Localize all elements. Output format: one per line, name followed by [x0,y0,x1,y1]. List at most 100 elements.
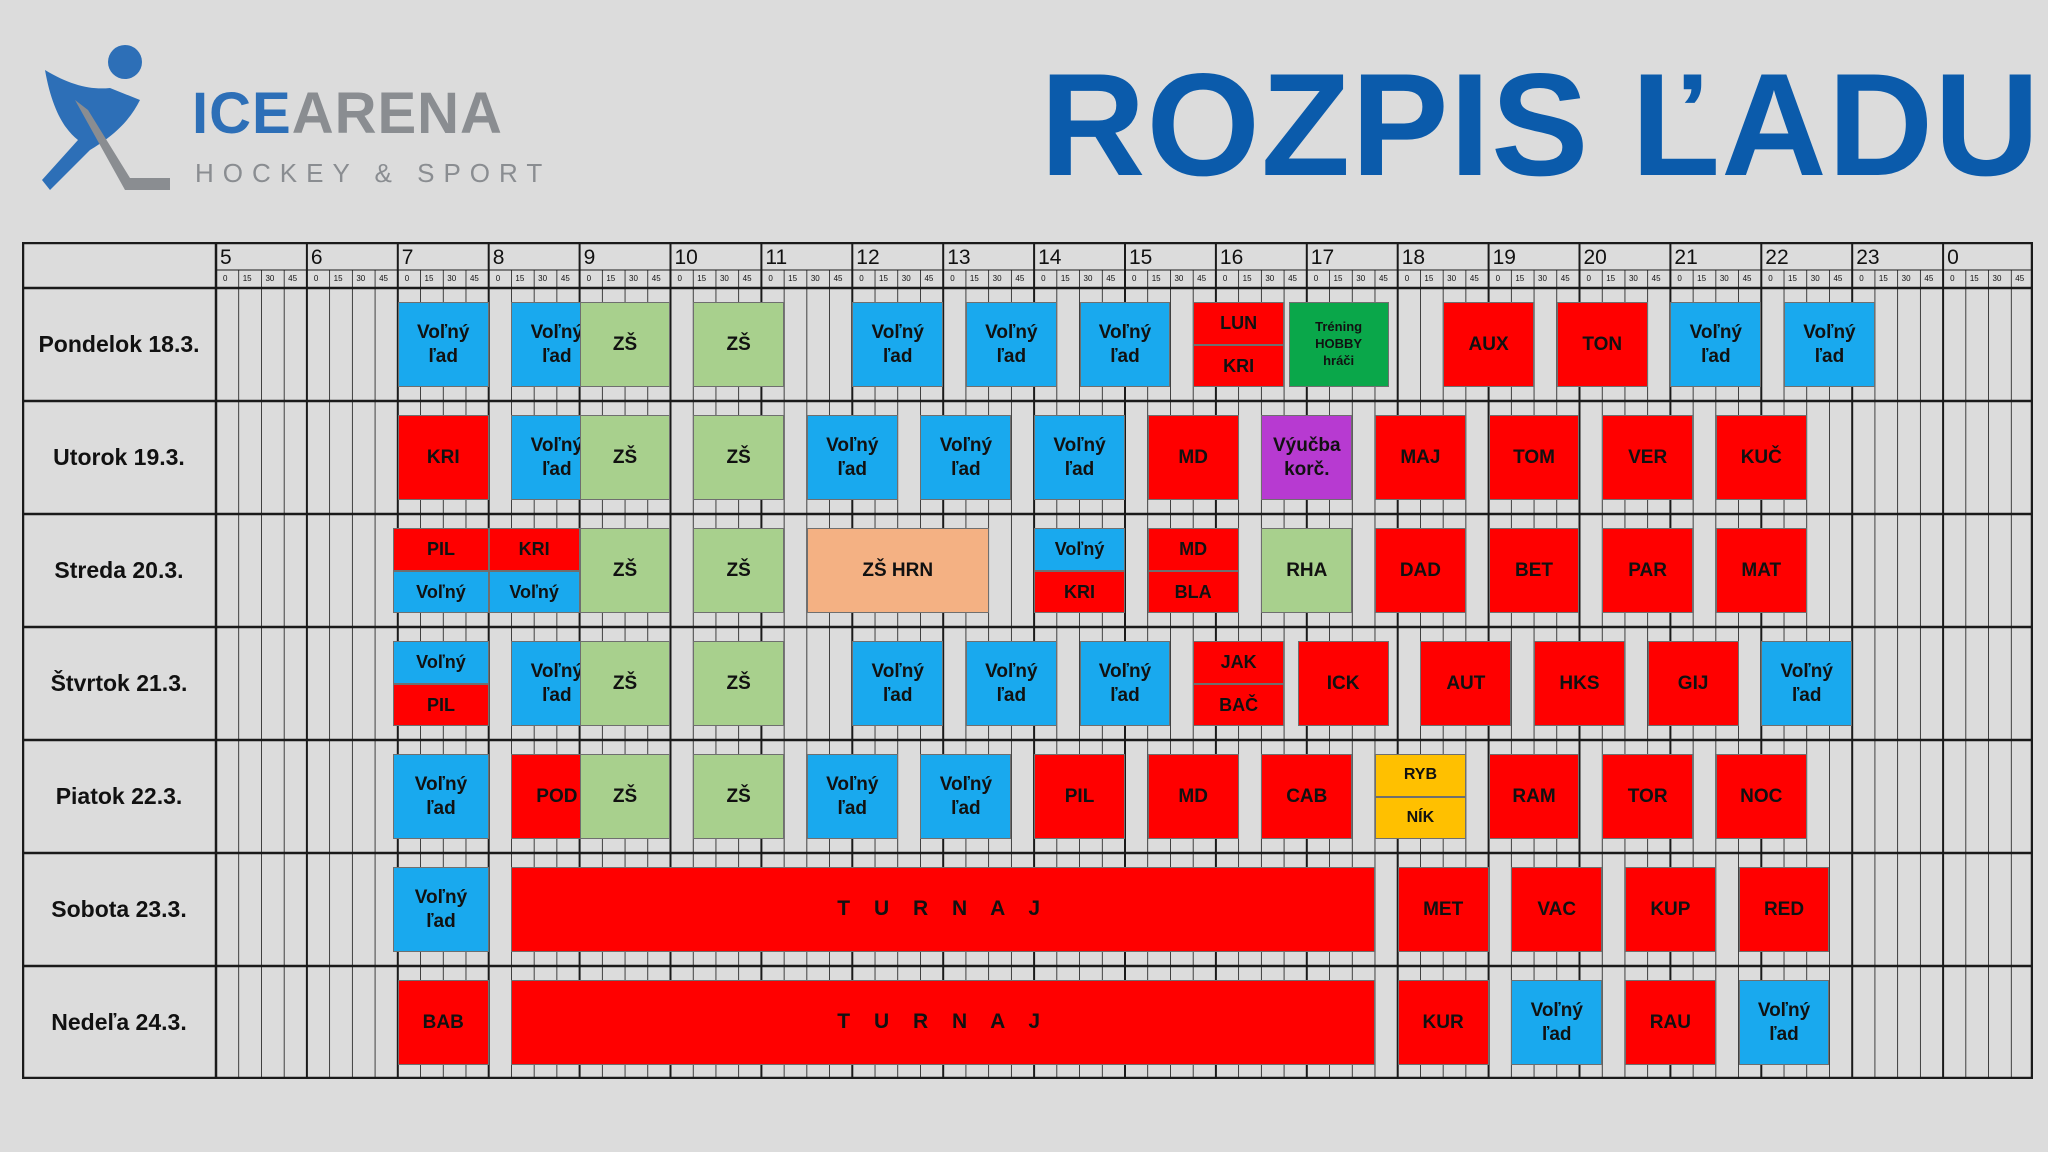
quarter-label: 0 [1859,274,1864,283]
quarter-label: 30 [1356,274,1366,283]
quarter-label: 30 [1265,274,1275,283]
schedule-block: Voľný ľad [1034,415,1125,500]
quarter-label: 45 [1288,274,1297,283]
schedule-block: TOR [1602,754,1694,839]
hour-label: 16 [1219,246,1244,269]
quarter-label: 0 [1950,274,1955,283]
hour-label: 19 [1492,246,1516,269]
schedule-block: PIL [1034,754,1125,839]
quarter-label: 15 [1788,274,1797,283]
day-label: Sobota 23.3. [51,895,187,922]
quarter-label: 15 [1606,274,1616,283]
quarter-label: 45 [379,274,388,283]
quarter-label: 15 [333,274,343,283]
schedule-block: Voľný ľad [965,302,1057,387]
day-label: Streda 20.3. [54,556,184,583]
day-label: Pondelok 18.3. [38,330,200,357]
schedule-block: Výučba korč. [1261,415,1353,500]
quarter-label: 45 [1560,274,1570,283]
quarter-label: 0 [1586,274,1591,283]
schedule-block: Voľný ľad [920,754,1012,839]
hour-label: 6 [310,246,323,269]
quarter-label: 45 [651,274,661,283]
schedule-block: Voľný [488,570,580,613]
schedule-block: NÍK [1374,796,1466,839]
quarter-label: 30 [1810,274,1820,283]
quarter-label: 15 [1242,274,1252,283]
quarter-label: 0 [313,274,319,283]
schedule-block: KUR [1397,980,1489,1065]
schedule-block: T U R N A J [511,867,1375,952]
quarter-label: 45 [833,274,843,283]
schedule-block: Voľný ľad [852,302,944,387]
schedule-block: LUN [1193,302,1285,345]
schedule-block: PAR [1602,528,1694,613]
schedule-block: Voľný ľad [965,641,1057,726]
schedule-block: GIJ [1647,641,1739,726]
schedule-block: HKS [1534,641,1625,726]
schedule-block: PIL [393,683,489,726]
quarter-label: 15 [879,274,888,283]
schedule-block: AUT [1420,641,1512,726]
schedule-block: VER [1602,415,1694,500]
hour-label: 13 [947,246,971,269]
schedule-block: BET [1488,528,1580,613]
schedule-block: Voľný ľad [1670,302,1762,387]
quarter-label: 0 [1132,274,1137,283]
schedule-block: Voľný ľad [1738,980,1830,1065]
page-title: ROZPIS ĽADU [1040,43,2041,206]
day-label: Utorok 19.3. [53,443,185,470]
schedule-block: ZŠ [579,528,671,613]
schedule-block: BAB [397,980,489,1065]
quarter-label: 0 [1313,274,1319,283]
day-label: Nedeľa 24.3. [51,1008,187,1035]
hour-label: 20 [1583,246,1607,269]
quarter-label: 45 [1106,274,1116,283]
schedule-block: Voľný ľad [1511,980,1603,1065]
quarter-label: 0 [223,274,228,283]
schedule-block: Voľný ľad [1784,302,1875,387]
schedule-block: KRI [488,528,580,571]
schedule-block: PIL [393,528,489,571]
schedule-block: CAB [1261,754,1353,839]
schedule-block: ZŠ HRN [806,528,989,613]
quarter-label: 45 [1197,274,1207,283]
schedule-block: KRI [1034,570,1125,613]
hour-label: 5 [220,246,232,269]
hour-label: 9 [583,246,596,269]
schedule-block: T U R N A J [511,980,1375,1065]
hour-label: 17 [1310,246,1335,269]
quarter-label: 30 [1447,274,1457,283]
quarter-label: 30 [1083,274,1093,283]
quarter-label: 45 [742,274,752,283]
schedule-block: ZŠ [579,415,671,500]
quarter-label: 45 [2015,274,2025,283]
hour-label: 23 [1856,246,1880,269]
quarter-label: 0 [1222,274,1228,283]
quarter-label: 45 [1469,274,1479,283]
day-label: Piatok 22.3. [55,782,183,809]
schedule-block: BAČ [1193,683,1285,726]
quarter-label: 15 [1515,274,1525,283]
schedule-block: ZŠ [579,754,671,839]
hour-label: 15 [1129,246,1153,269]
schedule-block: ZŠ [693,302,785,387]
hockey-player-icon [42,45,170,190]
quarter-label: 45 [1015,274,1025,283]
quarter-label: 45 [1833,274,1843,283]
quarter-label: 0 [1677,274,1682,283]
schedule-block: KUČ [1715,415,1807,500]
schedule-block: KRI [397,415,489,500]
hour-label: 12 [856,246,880,269]
quarter-label: 30 [1719,274,1729,283]
quarter-label: 15 [515,274,525,283]
quarter-label: 0 [677,274,682,283]
table-frame [22,242,2033,1079]
schedule-block: KRI [1193,344,1285,387]
quarter-label: 30 [629,274,638,283]
schedule-block: RAM [1488,754,1580,839]
schedule-block: MET [1397,867,1489,952]
schedule-block: ZŠ [579,641,671,726]
quarter-label: 30 [1628,274,1638,283]
quarter-label: 30 [719,274,729,283]
